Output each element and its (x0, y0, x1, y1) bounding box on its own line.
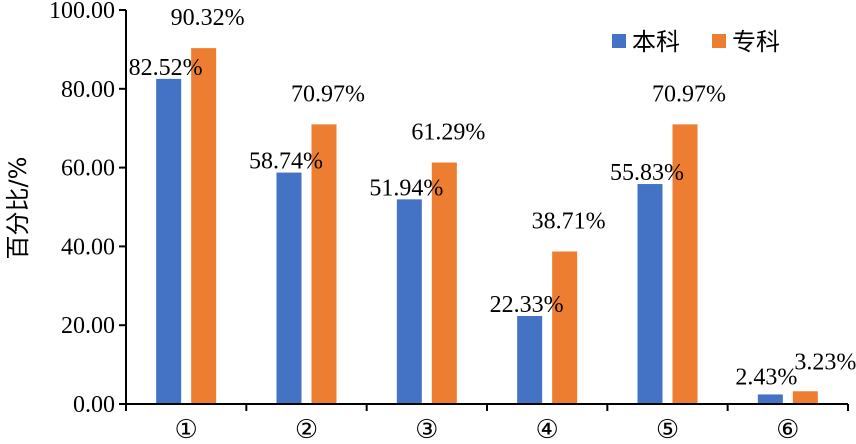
y-tick-label: 40.00 (61, 234, 115, 260)
legend-label-zhuanke: 专科 (732, 28, 780, 56)
x-category-label: ③ (415, 415, 438, 444)
bar-benke-5 (637, 184, 663, 404)
data-label-zhuanke-4: 38.71% (532, 208, 606, 234)
data-label-benke-3: 51.94% (369, 175, 443, 201)
bars (156, 48, 818, 405)
bar-benke-6 (757, 394, 783, 404)
y-tick-label: 0.00 (73, 392, 115, 418)
bar-zhuanke-5 (672, 124, 698, 404)
y-tick-label: 80.00 (61, 77, 115, 103)
bar-zhuanke-2 (311, 124, 337, 404)
bar-benke-2 (276, 172, 302, 404)
x-category-label: ① (175, 415, 198, 444)
data-label-zhuanke-3: 61.29% (411, 120, 485, 146)
legend-label-benke: 本科 (632, 28, 680, 56)
legend-swatch-benke (612, 34, 626, 48)
bar-zhuanke-3 (431, 162, 457, 404)
y-tick-label: 100.00 (49, 0, 115, 24)
axes (125, 10, 849, 411)
data-label-zhuanke-5: 70.97% (652, 81, 726, 107)
bar-zhuanke-4 (552, 251, 578, 404)
data-label-zhuanke-2: 70.97% (291, 81, 365, 107)
data-label-zhuanke-1: 90.32% (171, 5, 245, 31)
bar-benke-4 (517, 316, 543, 404)
x-category-label: ⑤ (656, 415, 679, 444)
data-labels: 82.52% 90.32% 58.74% 70.97% 51.94% 61.29% 22.3… (129, 5, 856, 390)
data-label-benke-1: 82.52% (129, 55, 203, 81)
y-axis-ticks: 0.00 20.00 40.00 60.00 80.00 100.00 (49, 0, 126, 418)
bar-zhuanke-6 (792, 391, 818, 404)
y-axis-title: 百分比/% (4, 157, 32, 260)
x-category-label: ④ (536, 415, 559, 444)
data-label-benke-5: 55.83% (610, 160, 684, 186)
data-label-zhuanke-6: 3.23% (794, 349, 856, 375)
data-label-benke-6: 2.43% (735, 364, 797, 390)
legend-swatch-zhuanke (712, 34, 726, 48)
bar-benke-1 (156, 78, 182, 404)
bar-benke-3 (396, 199, 422, 404)
x-axis-categories: ① ② ③ ④ ⑤ ⑥ (175, 415, 800, 444)
y-tick-label: 20.00 (61, 313, 115, 339)
x-category-label: ⑥ (776, 415, 799, 444)
data-label-benke-2: 58.74% (249, 149, 323, 175)
y-tick-label: 60.00 (61, 156, 115, 182)
bar-zhuanke-1 (191, 48, 217, 405)
x-category-label: ② (295, 415, 318, 444)
legend: 本科 专科 (612, 28, 780, 56)
data-label-benke-4: 22.33% (490, 292, 564, 318)
